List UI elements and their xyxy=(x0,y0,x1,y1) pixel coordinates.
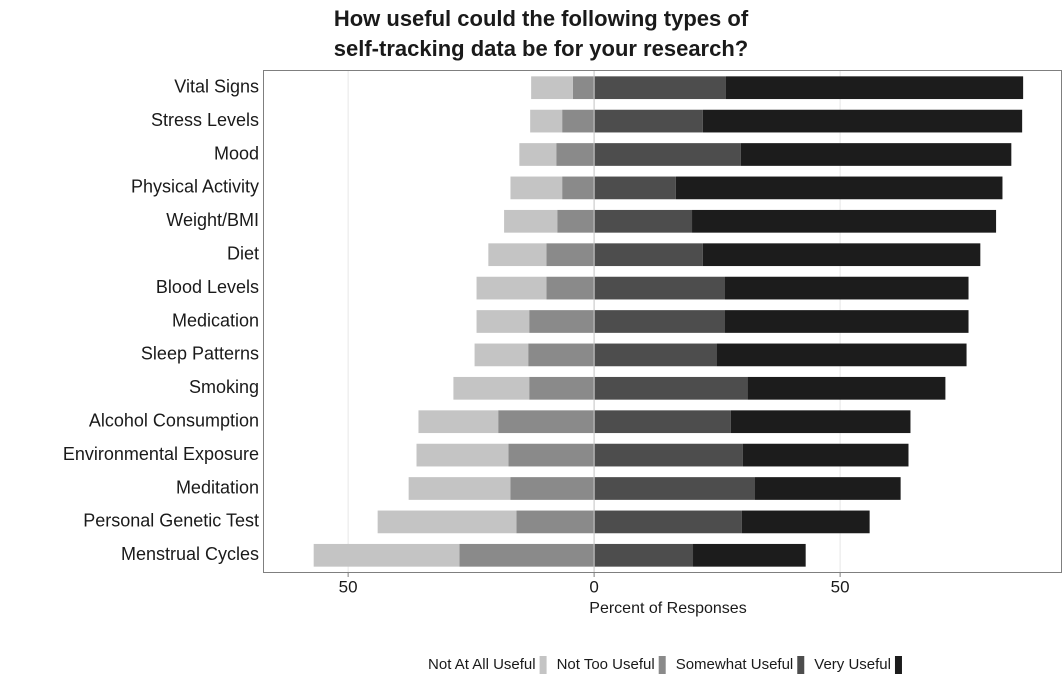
bar-segment xyxy=(594,276,725,300)
bar-segment xyxy=(740,143,1012,166)
legend-label: Somewhat Useful xyxy=(676,656,794,673)
bar-segment xyxy=(594,477,756,500)
y-tick-label: Physical Activity xyxy=(131,177,259,197)
x-tick-label: 50 xyxy=(831,577,850,596)
bar-segment xyxy=(594,443,743,467)
x-tick-label: 0 xyxy=(589,577,598,596)
bar-segment xyxy=(516,510,595,534)
bar-segment xyxy=(741,510,870,534)
bar-segment xyxy=(730,410,911,434)
bar-segment xyxy=(531,76,573,100)
bar-segment xyxy=(498,410,595,434)
bar-segment xyxy=(519,143,557,166)
bar-segment xyxy=(594,143,741,166)
chart-title: self-tracking data be for your research? xyxy=(334,36,748,61)
bar-segment xyxy=(529,376,595,400)
bar-segment xyxy=(742,443,909,467)
bar-segment xyxy=(594,310,725,333)
bar-segment xyxy=(459,543,595,567)
y-tick-label: Environmental Exposure xyxy=(63,444,259,464)
bar-segment xyxy=(557,209,595,233)
bar-segment xyxy=(702,109,1023,133)
bar-segment xyxy=(594,410,731,434)
legend-swatch xyxy=(658,656,666,674)
legend: Not At All Useful Not Too Useful Somewhat … xyxy=(428,656,902,674)
bar-segment xyxy=(510,176,563,200)
bar-segment xyxy=(562,176,595,200)
y-tick-label: Sleep Patterns xyxy=(141,344,259,364)
bar-segment xyxy=(724,310,969,333)
legend-swatch xyxy=(539,656,547,674)
legend-label: Not Too Useful xyxy=(557,656,655,673)
legend-label: Not At All Useful xyxy=(428,656,536,673)
bar-segment xyxy=(530,109,563,133)
bar-segment xyxy=(416,443,509,467)
bar-segment xyxy=(724,276,969,300)
bar-segment xyxy=(702,243,981,267)
y-tick-label: Alcohol Consumption xyxy=(89,410,259,430)
bar-segment xyxy=(474,343,529,367)
bar-segment xyxy=(504,209,558,233)
bar-segment xyxy=(476,276,547,300)
bar-segment xyxy=(594,343,717,367)
bar-segment xyxy=(725,76,1024,100)
y-tick-label: Weight/BMI xyxy=(166,210,259,230)
y-tick-label: Vital Signs xyxy=(174,76,259,96)
bar-segment xyxy=(594,109,703,133)
bar-segment xyxy=(594,209,693,233)
x-axis-label: Percent of Responses xyxy=(589,600,746,617)
bar-segment xyxy=(313,543,460,567)
bar-segment xyxy=(546,276,595,300)
y-tick-label: Medication xyxy=(172,310,259,330)
bar-segment xyxy=(747,376,946,400)
bar-segment xyxy=(594,376,748,400)
bar-segment xyxy=(594,510,742,534)
bar-segment xyxy=(556,143,595,166)
bar-segment xyxy=(692,209,997,233)
y-tick-label: Stress Levels xyxy=(151,110,259,130)
y-tick-label: Smoking xyxy=(189,377,259,397)
bar-segment xyxy=(488,243,547,267)
bar-segment xyxy=(693,543,806,567)
bar-segment xyxy=(408,477,511,500)
bar-segment xyxy=(510,477,595,500)
y-tick-label: Meditation xyxy=(176,477,259,497)
bar-segment xyxy=(755,477,901,500)
bar-segment xyxy=(546,243,595,267)
bar-segment xyxy=(453,376,530,400)
y-tick-label: Diet xyxy=(227,243,259,263)
y-tick-label: Blood Levels xyxy=(156,277,259,297)
bar-segment xyxy=(594,176,676,200)
plot-frame xyxy=(263,70,1062,573)
bar-segment xyxy=(716,343,967,367)
chart-title: How useful could the following types of xyxy=(334,6,749,31)
bar-segment xyxy=(594,243,703,267)
bar-segment xyxy=(594,76,726,100)
bar-segment xyxy=(476,310,530,333)
bar-segment xyxy=(529,310,595,333)
bar-segment xyxy=(594,543,694,567)
legend-label: Very Useful xyxy=(814,656,891,673)
y-tick-label: Menstrual Cycles xyxy=(121,544,259,564)
legend-swatch xyxy=(894,656,902,674)
bar-segment xyxy=(562,109,595,133)
bar-segment xyxy=(675,176,1003,200)
y-tick-label: Mood xyxy=(214,143,259,163)
bar-segment xyxy=(418,410,499,434)
legend-swatch xyxy=(797,656,805,674)
bar-segment xyxy=(572,76,595,100)
bar-segment xyxy=(377,510,517,534)
bar-segment xyxy=(528,343,595,367)
y-tick-label: Personal Genetic Test xyxy=(83,511,259,531)
x-tick-label: 50 xyxy=(339,577,358,596)
bar-segment xyxy=(508,443,595,467)
